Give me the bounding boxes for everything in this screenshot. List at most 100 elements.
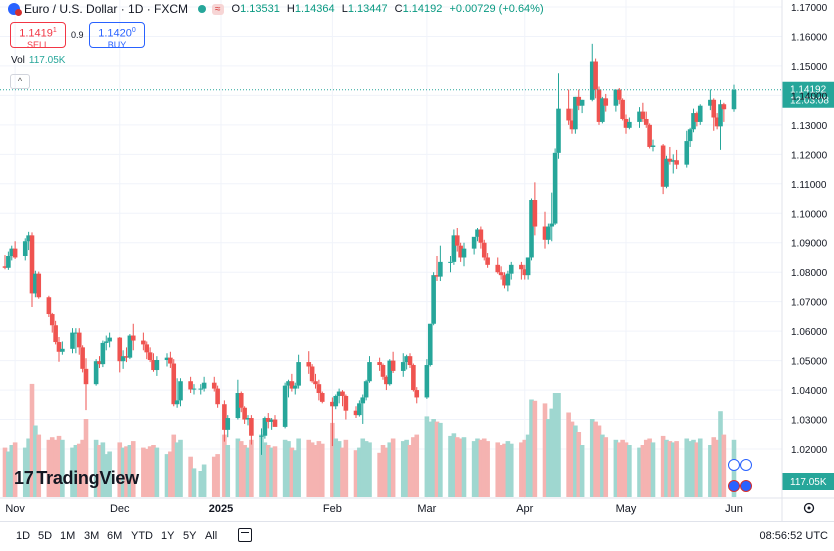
volume-bar [103, 454, 109, 497]
candle-body [380, 365, 386, 377]
timeframe-all[interactable]: All [205, 530, 218, 542]
volume-bar [73, 445, 79, 497]
candle-body [498, 272, 504, 276]
candle-body [164, 357, 170, 361]
candle-body [245, 418, 251, 420]
volume-bar [664, 439, 669, 497]
collapse-legend-button[interactable]: ^ [10, 74, 30, 89]
candle-body [461, 248, 467, 258]
candle-body [431, 275, 436, 324]
volume-bar [461, 437, 467, 497]
symbol-title[interactable]: Euro / U.S. Dollar · 1D · FXCM [24, 2, 189, 16]
candle-body [309, 366, 315, 382]
candle-body [407, 356, 413, 366]
clock-display[interactable]: 08:56:52 UTC [760, 530, 829, 542]
volume-bar [694, 442, 700, 497]
volume-legend: Vol 117.05K [11, 55, 66, 66]
volume-bar [505, 441, 511, 497]
volume-bar [330, 422, 335, 497]
timeframe-1d[interactable]: 1D [16, 530, 31, 542]
economic-event-icon[interactable] [740, 459, 752, 471]
candle-body [36, 273, 42, 298]
candle-body [26, 235, 31, 242]
volume-bar [684, 438, 690, 497]
timeframe-5y[interactable]: 5Y [183, 530, 197, 542]
open-value: 1.13531 [240, 3, 280, 15]
candle-body [201, 382, 207, 389]
volume-bar [107, 451, 112, 497]
timeframe-ytd[interactable]: YTD [131, 530, 153, 542]
candle-body [215, 388, 220, 405]
candle-body [296, 362, 301, 386]
volume-bar [498, 445, 504, 497]
candle-body [259, 435, 264, 437]
candle-body [708, 99, 713, 106]
volume-bar [363, 441, 369, 497]
tradingview-logo[interactable]: 17 TradingView [14, 468, 139, 488]
spread-value: 0.9 [71, 30, 84, 40]
volume-bar [93, 439, 99, 497]
candle-body [552, 152, 558, 224]
candle-body [211, 382, 217, 389]
candle-body [613, 89, 619, 106]
candle-body [22, 241, 28, 256]
candle-body [238, 393, 244, 408]
volume-bar [603, 437, 609, 497]
candle-body [49, 314, 55, 326]
candle-body [53, 325, 58, 343]
candle-body [522, 269, 528, 276]
candle-body [414, 390, 420, 398]
volume-bar [2, 447, 8, 497]
volume-bar [525, 434, 531, 497]
candle-body [191, 388, 197, 390]
economic-event-flag-icon[interactable] [740, 480, 752, 492]
x-tick-label: Nov [5, 503, 25, 515]
candle-body [475, 229, 480, 237]
volume-bar [616, 442, 622, 497]
go-to-date-calendar-icon[interactable] [238, 528, 252, 542]
economic-event-icon[interactable] [728, 459, 740, 471]
candle-body [188, 381, 193, 390]
volume-bar [508, 443, 514, 497]
candle-body [124, 356, 129, 358]
y-tick-label: 1.15000 [791, 62, 828, 73]
volume-bar [569, 421, 575, 497]
y-tick-label: 1.10000 [791, 209, 828, 220]
volume-tag [782, 473, 834, 490]
candle-body [623, 118, 629, 128]
data-source-badge[interactable]: ≈ [212, 3, 224, 15]
volume-bar [380, 445, 386, 497]
volume-bar [670, 442, 676, 497]
candle-body [593, 61, 598, 90]
sell-button[interactable]: 1.14191 SELL [10, 22, 66, 50]
volume-bar [519, 442, 524, 497]
timeframe-5d[interactable]: 5D [38, 530, 53, 542]
candle-body [448, 261, 453, 263]
volume-bar [691, 439, 696, 497]
candle-body [107, 337, 112, 342]
volume-bar [448, 435, 453, 497]
volume-bar [502, 443, 507, 497]
buy-button[interactable]: 1.14200 BUY [89, 22, 145, 50]
candle-body [60, 348, 65, 352]
volume-bar [242, 445, 247, 497]
candle-body [76, 332, 82, 348]
volume-bar [556, 393, 561, 497]
volume-bar [201, 464, 207, 497]
eurusd-flag-icon [8, 3, 22, 16]
candle-body [333, 395, 339, 407]
candle-body [93, 361, 99, 385]
timeframe-1y[interactable]: 1Y [161, 530, 175, 542]
volume-bar [168, 451, 173, 497]
economic-event-flag-icon[interactable] [728, 480, 740, 492]
timeframe-6m[interactable]: 6M [107, 530, 123, 542]
timeframe-1m[interactable]: 1M [60, 530, 76, 542]
volume-bar [579, 445, 585, 497]
volume-bar [471, 441, 477, 497]
volume-bar [80, 439, 85, 497]
candle-body [714, 117, 720, 127]
settings-gear-icon[interactable] [803, 502, 815, 514]
last-price-tag [782, 81, 834, 108]
timeframe-3m[interactable]: 3M [84, 530, 100, 542]
